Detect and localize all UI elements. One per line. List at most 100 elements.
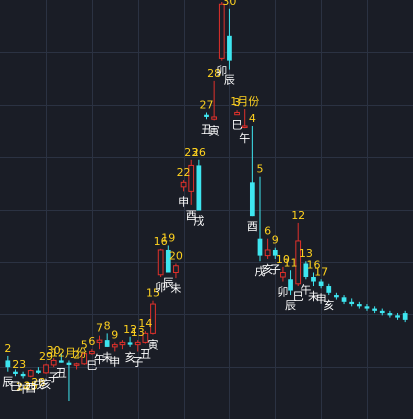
branch-label: 戌 xyxy=(254,265,265,278)
candle-body-down xyxy=(356,304,362,307)
candle-body-up xyxy=(241,125,248,128)
branch-label: 辰 xyxy=(163,277,174,290)
candle xyxy=(257,176,263,262)
candles xyxy=(5,2,408,401)
number-label: 10 xyxy=(276,253,290,266)
number-label: 30 xyxy=(222,0,236,8)
candle-body-down xyxy=(288,279,293,291)
candle-body-up xyxy=(234,111,240,116)
candle-body-up xyxy=(295,240,302,285)
candle-body-down xyxy=(196,165,202,211)
candle xyxy=(349,298,355,307)
candle xyxy=(356,301,362,309)
candle xyxy=(119,340,126,350)
number-label: 4 xyxy=(249,112,256,125)
number-label: 29 xyxy=(39,350,53,363)
number-label: 9 xyxy=(111,328,118,341)
number-label: 6 xyxy=(264,225,271,238)
number-label: 9 xyxy=(272,234,279,247)
branch-label: 巳 xyxy=(293,290,304,303)
candle-body-up xyxy=(218,3,225,59)
branch-label: 丑 xyxy=(140,348,151,361)
number-label: 5 xyxy=(256,163,263,176)
candle xyxy=(379,308,385,316)
candle-body-down xyxy=(395,315,400,318)
candle xyxy=(402,310,408,323)
candle-body-down xyxy=(204,114,209,117)
number-label: 16 xyxy=(154,235,168,248)
candle-body-down xyxy=(387,313,393,316)
candle xyxy=(5,355,11,372)
candle xyxy=(134,340,141,352)
candle xyxy=(20,371,26,379)
number-label: 8 xyxy=(104,319,111,332)
branch-label: 亥 xyxy=(125,350,136,364)
candle-body-down xyxy=(104,340,110,347)
candle xyxy=(272,247,278,259)
candle-body-up xyxy=(96,339,103,343)
branch-label: 丑 xyxy=(201,123,212,136)
candle xyxy=(204,112,209,120)
branch-label: 午 xyxy=(239,132,250,145)
candle-body-down xyxy=(318,281,324,287)
branch-label: 巳 xyxy=(232,119,243,132)
number-label: 30 xyxy=(47,344,61,357)
candle-body-up xyxy=(119,341,126,346)
candle-body-up xyxy=(81,353,88,365)
branch-label: 亥 xyxy=(262,262,273,276)
candle xyxy=(341,295,347,305)
candle xyxy=(234,110,240,116)
branch-label: 寅 xyxy=(148,338,159,352)
candle-body-down xyxy=(165,249,171,273)
candle-body-up xyxy=(27,370,34,377)
candle xyxy=(27,369,34,378)
candle-body-up xyxy=(173,265,179,274)
branch-label: 酉 xyxy=(247,220,258,233)
candle-body-down xyxy=(303,263,309,278)
number-label: 2 xyxy=(73,349,80,362)
branch-label: 申 xyxy=(316,292,327,305)
candle xyxy=(218,2,225,61)
branch-label: 申 xyxy=(178,195,189,208)
branch-label: 辰 xyxy=(2,376,13,389)
candle xyxy=(364,304,370,311)
candle-body-up xyxy=(111,344,118,348)
candle-body-up xyxy=(142,332,149,343)
branch-label: 酉 xyxy=(186,209,197,222)
branch-label: 卯 xyxy=(155,281,166,294)
number-label: 26 xyxy=(192,146,206,159)
candle xyxy=(43,363,49,374)
candle-body-down xyxy=(66,362,72,365)
candle xyxy=(111,342,118,352)
candle xyxy=(249,125,255,217)
candle-body-down xyxy=(13,371,18,374)
candle xyxy=(387,310,393,318)
branch-label: 巳 xyxy=(10,380,21,393)
candle-body-up xyxy=(180,181,187,188)
number-label: 1月份 xyxy=(230,95,259,108)
number-label: 20 xyxy=(169,249,183,262)
number-label: 28 xyxy=(207,67,221,80)
candle xyxy=(372,306,377,314)
candle xyxy=(50,358,57,368)
number-label: 15 xyxy=(146,287,160,300)
candle xyxy=(303,261,309,280)
branch-label: 戌 xyxy=(193,215,204,228)
number-label: 29 xyxy=(215,0,229,1)
number-label: 13 xyxy=(299,247,313,260)
number-label: 12 xyxy=(291,209,305,222)
candle-body-up xyxy=(134,341,141,346)
branch-label: 未 xyxy=(308,290,319,303)
candle-body-down xyxy=(326,286,332,293)
number-label: 7 xyxy=(96,322,103,335)
number-label: 13 xyxy=(131,326,145,339)
candle-body-down xyxy=(311,277,316,282)
candle xyxy=(104,333,110,347)
candle xyxy=(241,109,248,129)
candle xyxy=(311,272,316,287)
candle xyxy=(334,292,339,300)
branch-label: 子 xyxy=(48,371,59,384)
branch-label: 亥 xyxy=(41,377,52,391)
